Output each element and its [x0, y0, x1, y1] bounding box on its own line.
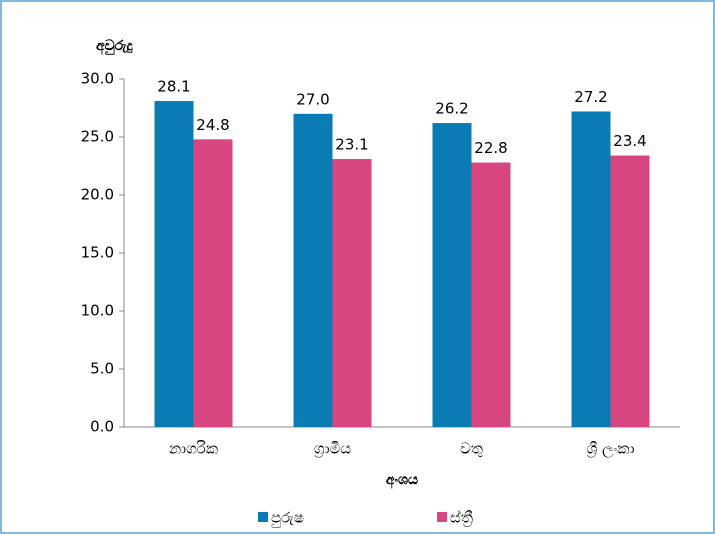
- bar: [432, 123, 472, 427]
- x-tick-label: ග්‍රාමීය: [314, 440, 352, 459]
- x-axis-title: අංශය: [386, 472, 418, 489]
- x-tick-label: ශ්‍රී ලංකා: [586, 440, 634, 459]
- legend-label: ස්ත්‍රී: [450, 508, 473, 527]
- value-label: 27.2: [574, 88, 607, 106]
- y-tick-label: 30.0: [81, 70, 114, 88]
- bar: [610, 155, 650, 427]
- y-tick-label: 15.0: [81, 244, 114, 262]
- bar: [154, 101, 194, 427]
- y-tick-label: 25.0: [81, 128, 114, 146]
- legend-label: පුරුෂ: [271, 509, 304, 528]
- y-tick-label: 5.0: [90, 360, 114, 378]
- value-label: 24.8: [196, 116, 229, 134]
- value-label: 23.4: [613, 132, 646, 150]
- value-label: 23.1: [335, 136, 368, 154]
- x-tick-label: වතු: [460, 440, 483, 458]
- bar: [193, 139, 233, 427]
- y-axis-title: අවුරුදු: [96, 38, 133, 56]
- y-tick-label: 10.0: [81, 302, 114, 320]
- value-label: 22.8: [474, 139, 507, 157]
- legend-swatch: [258, 512, 268, 522]
- bar: [332, 159, 372, 428]
- bar: [571, 111, 611, 427]
- x-tick-label: නාගරික: [169, 440, 218, 458]
- y-tick-label: 20.0: [81, 186, 114, 204]
- value-label: 27.0: [296, 90, 329, 108]
- legend-swatch: [437, 512, 447, 522]
- value-label: 26.2: [435, 100, 468, 118]
- y-tick-label: 0.0: [90, 418, 114, 436]
- bar: [471, 162, 511, 427]
- bar: [293, 113, 333, 428]
- value-label: 28.1: [157, 78, 190, 96]
